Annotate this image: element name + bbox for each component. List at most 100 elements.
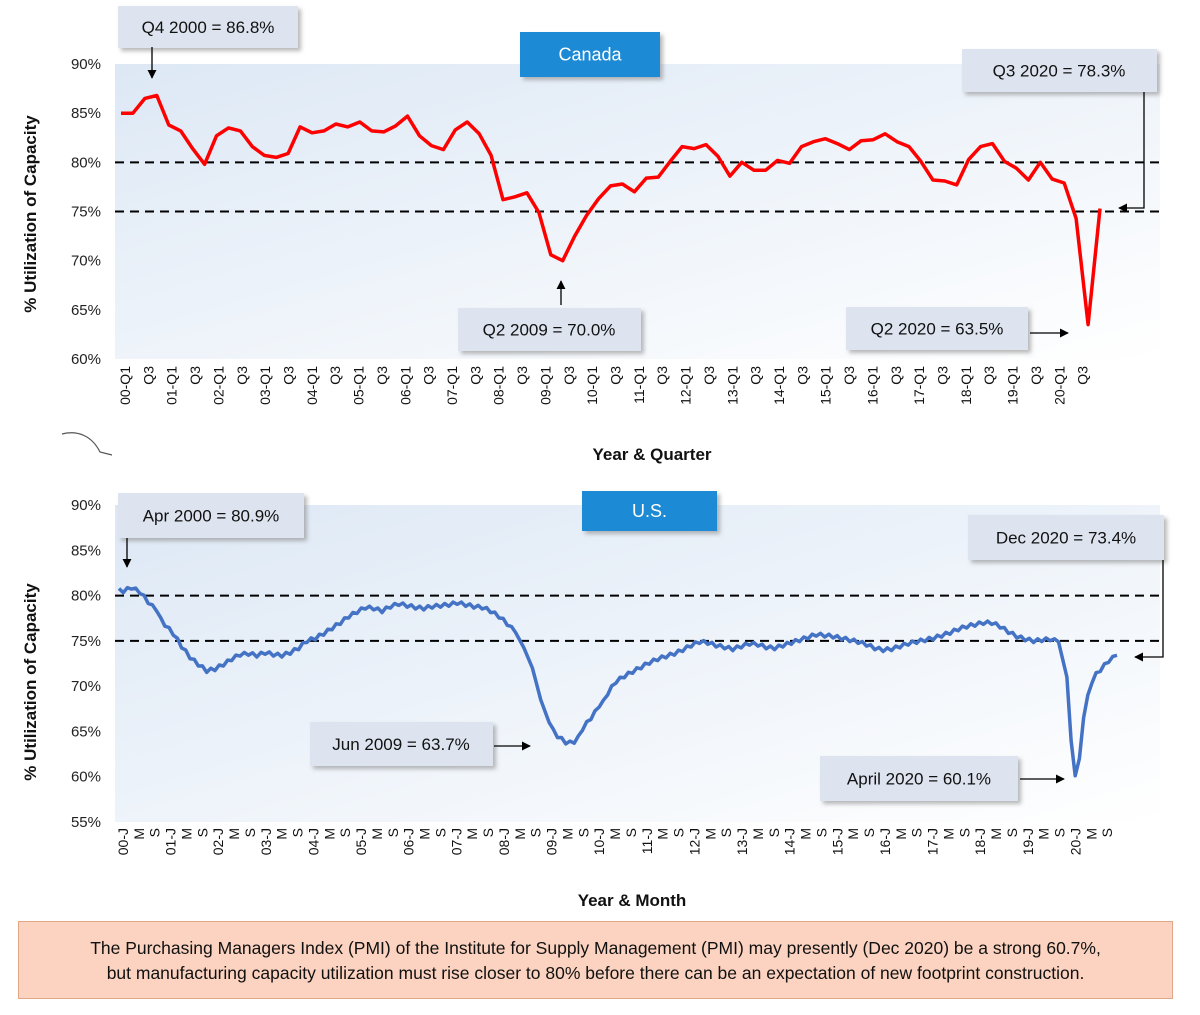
x-tick-label: S [147, 828, 163, 837]
x-tick-label: 00-Q1 [117, 366, 133, 405]
x-tick-label: 03-Q1 [257, 366, 273, 405]
x-tick-label: Q3 [140, 366, 156, 385]
x-tick-label: M [226, 828, 242, 840]
annotation-box [968, 515, 1164, 560]
x-tick-label: Q3 [561, 366, 577, 385]
x-tick-label: 16-Q1 [864, 366, 880, 405]
x-tick-label: 01-Q1 [164, 366, 180, 405]
x-tick-label: S [909, 828, 925, 837]
x-tick-label: M [750, 828, 766, 840]
x-tick-label: 14-J [782, 828, 798, 855]
x-tick-label: 11-Q1 [631, 366, 647, 404]
annotation-arrow [1118, 92, 1145, 213]
x-tick-label: Q3 [374, 366, 390, 385]
x-tick-label: Q3 [981, 366, 997, 385]
x-tick-label: M [274, 828, 290, 840]
x-tick-label: 02-Q1 [210, 366, 226, 405]
x-tick-label: 07-J [448, 828, 464, 855]
x-tick-label: 05-J [353, 828, 369, 855]
chart-title-box [520, 32, 660, 77]
x-tick-label: 18-Q1 [958, 366, 974, 405]
y-tick-label: 60% [71, 351, 101, 368]
annotation-label: Dec 2020 = 73.4% [996, 529, 1136, 548]
x-tick-label: S [290, 828, 306, 837]
canada-series-line [121, 93, 1102, 327]
chart-title-box [582, 491, 717, 531]
x-axis-label: Year & Quarter [592, 445, 711, 464]
x-tick-label: 03-J [258, 828, 274, 855]
x-tick-label: M [559, 828, 575, 840]
x-tick-label: 01-J [163, 828, 179, 855]
y-tick-label: 55% [71, 814, 101, 831]
x-tick-label: Q3 [1075, 366, 1091, 385]
x-tick-label: S [956, 828, 972, 837]
caption-line-2: but manufacturing capacity utilization m… [106, 963, 1085, 983]
x-tick-label: 17-Q1 [911, 366, 927, 405]
annotation-label: Q4 2000 = 86.8% [142, 18, 275, 37]
x-tick-label: S [718, 828, 734, 837]
annotation-box [458, 308, 641, 351]
y-tick-label: 90% [71, 497, 101, 514]
x-axis-label: Year & Month [578, 891, 687, 910]
x-tick-label: M [893, 828, 909, 840]
x-tick-label: M [940, 828, 956, 840]
x-tick-label: 09-J [544, 828, 560, 855]
y-tick-label: 80% [71, 588, 101, 605]
x-tick-label: Q3 [935, 366, 951, 385]
x-tick-label: M [131, 828, 147, 840]
x-tick-label: 00-J [115, 828, 131, 855]
x-tick-label: 09-Q1 [537, 366, 553, 405]
x-tick-label: S [1099, 828, 1115, 837]
x-tick-label: 12-Q1 [678, 366, 694, 405]
x-tick-label: 16-J [877, 828, 893, 855]
x-tick-label: 07-Q1 [444, 366, 460, 405]
x-tick-label: 11-J [639, 828, 655, 854]
annotation-box [118, 493, 304, 538]
x-tick-label: M [321, 828, 337, 840]
x-tick-label: 04-J [306, 828, 322, 855]
x-tick-label: 20-Q1 [1051, 366, 1067, 405]
x-tick-label: S [671, 828, 687, 837]
x-tick-label: 18-J [972, 828, 988, 855]
x-tick-label: 02-J [210, 828, 226, 855]
x-tick-label: Q3 [234, 366, 250, 385]
x-tick-label: S [766, 828, 782, 837]
y-tick-label: 80% [71, 154, 101, 171]
x-tick-label: 13-Q1 [724, 366, 740, 405]
x-tick-label: M [512, 828, 528, 840]
canada-chart: 60% 65% 70% 75% 80% 85% 90% 00-Q1 Q3 01-Q1 Q3 02-Q1… [21, 6, 1160, 464]
annotation-box [846, 307, 1028, 350]
us-chart: 55%60%65%70%75%80%85%90%00-J M S 01-J M S 02-J… [21, 491, 1164, 910]
x-tick-label: M [607, 828, 623, 840]
annotation-box [310, 722, 493, 766]
x-tick-label: 08-Q1 [491, 366, 507, 405]
x-tick-label: S [385, 828, 401, 837]
x-tick-label: 08-J [496, 828, 512, 855]
x-tick-label: Q3 [421, 366, 437, 385]
x-tick-label: Q3 [794, 366, 810, 385]
y-tick-label: 75% [71, 633, 101, 650]
chart-title: U.S. [632, 501, 667, 521]
x-tick-label: 05-Q1 [351, 366, 367, 405]
x-tick-label: Q3 [514, 366, 530, 385]
annotation-box [820, 756, 1018, 801]
x-tick-label: Q3 [701, 366, 717, 385]
x-tick-label: S [528, 828, 544, 837]
x-tick-label: S [623, 828, 639, 837]
us-series-line [117, 585, 1118, 778]
caption-line-1: The Purchasing Managers Index (PMI) of t… [90, 938, 1101, 958]
x-tick-label: S [242, 828, 258, 837]
x-tick-label: M [179, 828, 195, 840]
annotation-label: Jun 2009 = 63.7% [332, 735, 470, 754]
x-tick-label: S [480, 828, 496, 837]
x-tick-label: Q3 [467, 366, 483, 385]
x-tick-label: 14-Q1 [771, 366, 787, 405]
x-tick-label: M [1083, 828, 1099, 840]
decorative-squiggle [61, 432, 113, 456]
x-tick-label: M [417, 828, 433, 840]
x-tick-label: 12-J [686, 828, 702, 855]
x-tick-label: 19-J [1020, 828, 1036, 855]
y-tick-label: 75% [71, 204, 101, 221]
y-axis-label: % Utilization of Capacity [21, 583, 40, 781]
y-tick-label: 70% [71, 678, 101, 695]
